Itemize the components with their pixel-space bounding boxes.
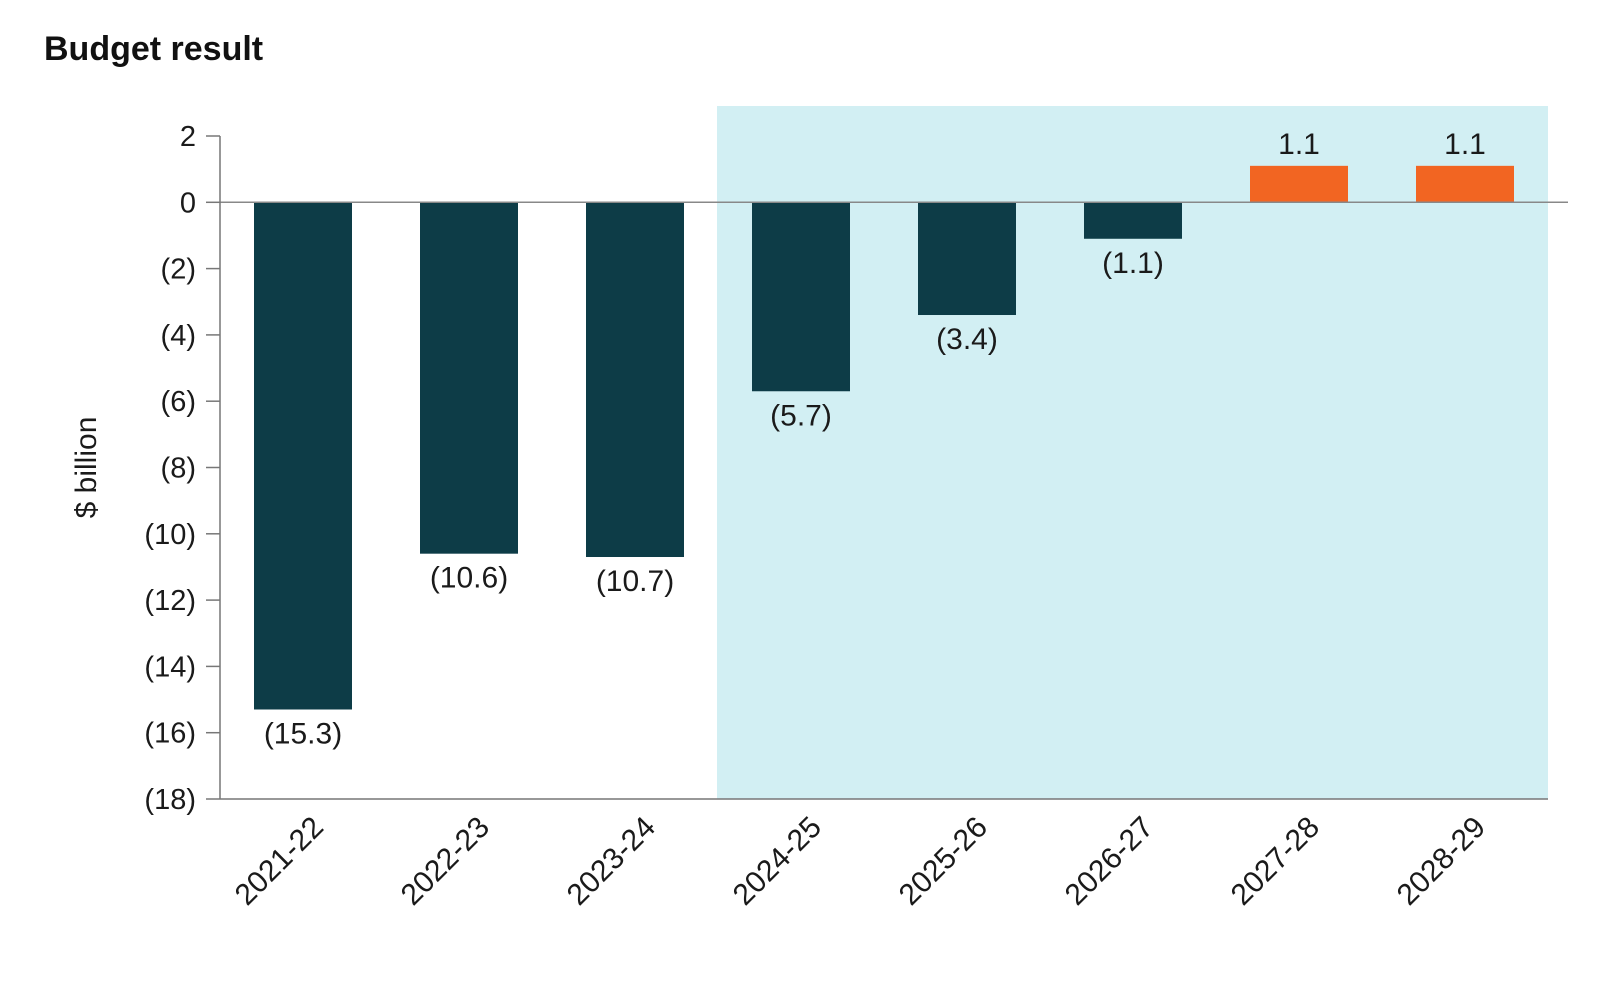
x-tick-label-2024-25: 2024-25 (727, 811, 828, 912)
data-label-2022-23: (10.6) (430, 562, 508, 595)
y-tick-label: 0 (180, 187, 196, 219)
chart-title: Budget result (44, 30, 264, 68)
bar-2028-29 (1416, 165, 1514, 203)
y-tick-label: (2) (161, 254, 196, 286)
data-label-2023-24: (10.7) (596, 565, 674, 598)
data-label-2026-27: (1.1) (1102, 247, 1164, 280)
y-tick-label: (16) (144, 718, 196, 750)
data-label-2025-26: (3.4) (936, 323, 998, 356)
data-label-2027-28: 1.1 (1278, 128, 1320, 161)
y-tick-label: 2 (180, 121, 196, 153)
x-tick-label-2025-26: 2025-26 (893, 811, 994, 912)
bars-layer (254, 165, 1514, 710)
bar-2021-22 (254, 202, 352, 710)
x-tick-label-2022-23: 2022-23 (395, 811, 496, 912)
data-label-2028-29: 1.1 (1444, 128, 1486, 161)
x-tick-label-2028-29: 2028-29 (1391, 811, 1492, 912)
data-label-2024-25: (5.7) (770, 399, 832, 432)
bar-2026-27 (1084, 202, 1182, 239)
bar-2025-26 (918, 202, 1016, 316)
y-tick-label: (8) (161, 453, 196, 485)
x-tick-label-2021-22: 2021-22 (229, 811, 330, 912)
bar-2027-28 (1250, 165, 1348, 203)
x-tick-label-2026-27: 2026-27 (1059, 811, 1160, 912)
bar-2024-25 (752, 202, 850, 392)
x-tick-label-2027-28: 2027-28 (1225, 811, 1326, 912)
bar-2022-23 (420, 202, 518, 554)
y-tick-label: (18) (144, 784, 196, 816)
y-tick-label: (12) (144, 585, 196, 617)
x-tick-label-2023-24: 2023-24 (561, 811, 662, 912)
y-tick-label: (14) (144, 651, 196, 683)
axes-layer (206, 135, 1568, 800)
y-axis-title: $ billion (70, 417, 103, 519)
bar-2023-24 (586, 202, 684, 558)
y-tick-label: (4) (161, 320, 196, 352)
data-label-2021-22: (15.3) (264, 717, 342, 750)
y-tick-label: (6) (161, 386, 196, 418)
y-tick-label: (10) (144, 519, 196, 551)
